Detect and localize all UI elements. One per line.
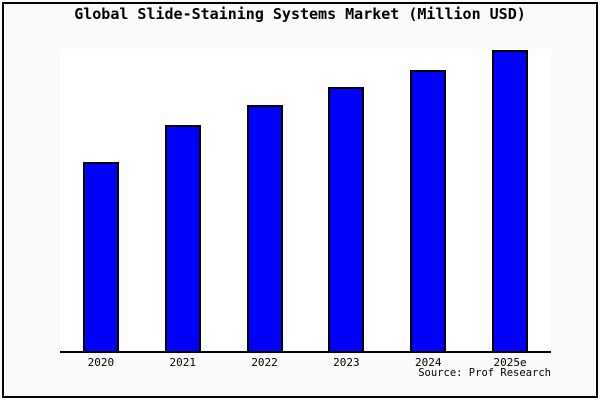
- x-tick-label-2025e: 2025e: [493, 356, 527, 369]
- bar-2025e: [492, 50, 529, 351]
- bar-2020: [82, 162, 119, 351]
- x-axis-labels: 2020 2021 2022 2023 2024 2025e: [0, 356, 600, 370]
- x-tick-label-2024: 2024: [414, 356, 442, 369]
- plot-area: [60, 49, 551, 353]
- x-tick-label-2021: 2021: [169, 356, 196, 369]
- x-tick-label-2023: 2023: [333, 356, 360, 369]
- source-text: Source: Prof Research: [418, 367, 551, 379]
- bar-2023: [328, 87, 365, 351]
- bar-2022: [246, 105, 283, 351]
- bar-2024: [410, 70, 447, 351]
- bar-2021: [164, 125, 201, 351]
- x-tick-label-2022: 2022: [251, 356, 278, 369]
- x-tick-label-2020: 2020: [87, 356, 115, 369]
- chart-title: Global Slide-Staining Systems Market (Mi…: [74, 5, 526, 23]
